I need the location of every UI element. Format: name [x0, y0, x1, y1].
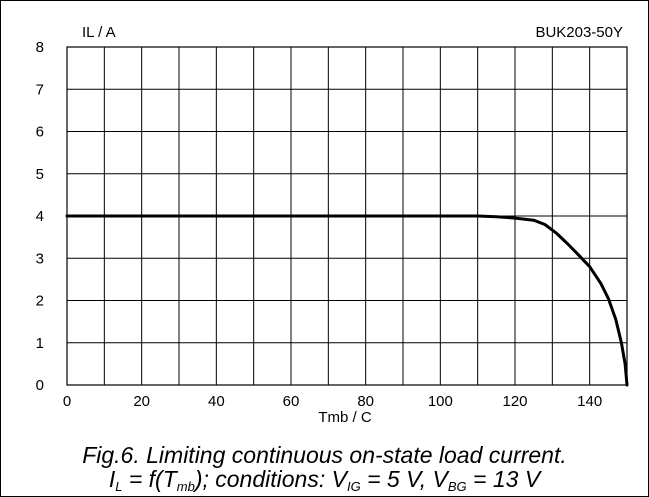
x-tick-label: 100 [428, 393, 453, 410]
x-axis-label: Tmb / C [318, 409, 372, 426]
y-tick-label: 0 [36, 377, 44, 394]
cap-il-sub: L [115, 479, 123, 494]
y-tick-label: 6 [36, 124, 44, 141]
series-line [65, 214, 629, 387]
chart: 0 1 2 3 4 5 6 7 8 0 20 40 60 80 100 120 140 IL / A BUK2… [36, 24, 629, 426]
x-tick-label: 140 [577, 393, 602, 410]
figure-caption-line2: IL = f(Tmb); conditions: VIG = 5 V, VBG … [0, 466, 649, 494]
cap-cond: ); conditions: V [194, 466, 347, 492]
x-tick-label: 120 [502, 393, 527, 410]
x-tick-label: 60 [283, 393, 300, 410]
cap-vbg-sub: BG [447, 479, 467, 494]
y-tick-labels: 0 1 2 3 4 5 6 7 8 [36, 39, 44, 394]
chart-grid [67, 47, 627, 385]
y-tick-label: 1 [36, 335, 44, 352]
y-tick-label: 3 [36, 250, 44, 267]
y-axis-label: IL / A [82, 24, 116, 41]
device-label: BUK203-50Y [535, 24, 623, 41]
cap-il: I [108, 466, 116, 492]
cap-tmb-sub: mb [176, 479, 195, 494]
x-tick-label: 40 [208, 393, 225, 410]
y-tick-label: 8 [36, 39, 44, 56]
y-tick-label: 2 [36, 293, 44, 310]
x-tick-labels: 0 20 40 60 80 100 120 140 [63, 393, 602, 410]
y-tick-label: 7 [36, 81, 44, 98]
figure-caption-line1: Fig.6. Limiting continuous on-state load… [82, 442, 567, 468]
y-tick-label: 5 [36, 166, 44, 183]
x-tick-label: 80 [357, 393, 374, 410]
cap-vig-sub: IG [346, 479, 361, 494]
cap-eq: = f(T [122, 466, 177, 492]
y-tick-label: 4 [36, 208, 44, 225]
cap-v1: = 5 V, V [360, 466, 448, 492]
x-tick-label: 20 [133, 393, 150, 410]
x-tick-label: 0 [63, 393, 71, 410]
cap-v2: = 13 V [466, 466, 541, 492]
